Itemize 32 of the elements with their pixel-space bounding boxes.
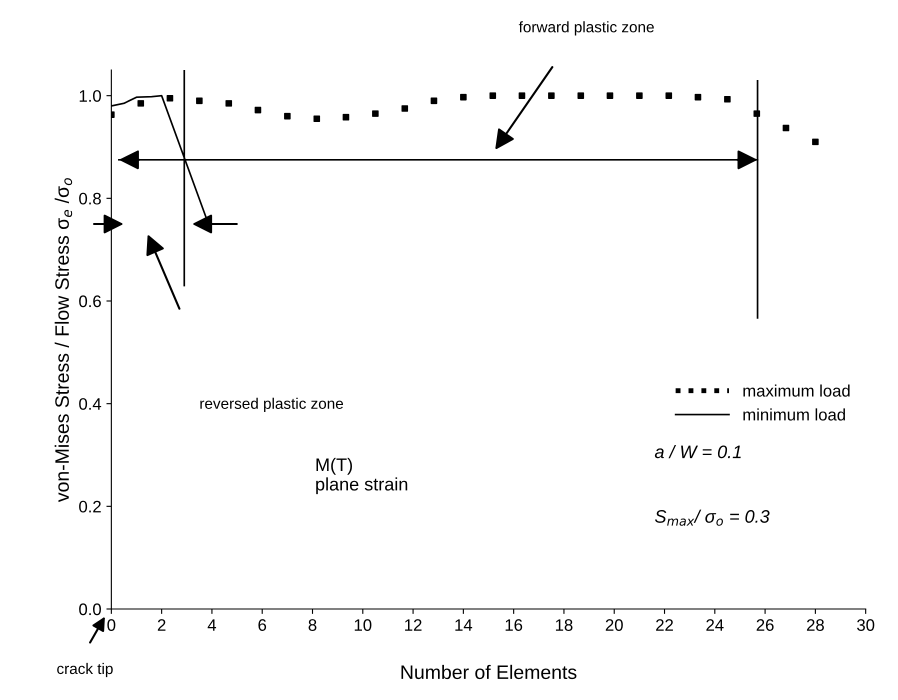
text: forward plastic zone (518, 21, 654, 36)
x-tick-label: 12 (405, 619, 422, 631)
legend-label: minimum load (743, 408, 845, 421)
x-tick-label: 26 (756, 619, 774, 631)
y-tick-label: 0.2 (79, 500, 101, 513)
x-tick-label: 14 (455, 619, 472, 631)
legend-label: maximum load (743, 384, 850, 397)
x-tick-label: 6 (258, 619, 266, 631)
x-tick-label: 24 (706, 619, 724, 631)
annotation: M(T) plane strain (316, 458, 408, 494)
y-axis-title: von-Mises Stress / Flow Stress σ$_{e}$ /σ$_{o}$ (54, 178, 72, 502)
x-tick-label: 10 (354, 619, 372, 631)
annotation: reversed plastic zone (200, 398, 344, 412)
y-tick-label: 1.0 (80, 90, 101, 102)
text: crack tip (57, 662, 113, 678)
x-tick-label: 22 (656, 619, 673, 631)
y-tick-label: 0.4 (79, 398, 102, 410)
x-tick-label: 0 (107, 619, 116, 631)
x-tick-label: 2 (158, 619, 166, 631)
x-tick-label: 18 (556, 619, 572, 631)
x-tick-label: 30 (857, 619, 874, 631)
x-tick-label: 28 (806, 619, 824, 631)
x-tick-label: 20 (606, 619, 623, 631)
x-axis-title: Number of Elements (401, 664, 576, 680)
annotation: a / W = 0.1 (654, 444, 741, 458)
y-tick-label: 0.8 (79, 192, 101, 205)
y-tick-label: 0.6 (79, 295, 101, 308)
x-tick-label: 4 (208, 619, 216, 631)
annotation: S$_{max}$/ σ$_{o}$ = 0.3 (654, 510, 770, 526)
x-tick-label: 8 (308, 619, 316, 631)
y-tick-label: 0.0 (79, 603, 101, 616)
x-tick-label: 16 (506, 619, 522, 631)
